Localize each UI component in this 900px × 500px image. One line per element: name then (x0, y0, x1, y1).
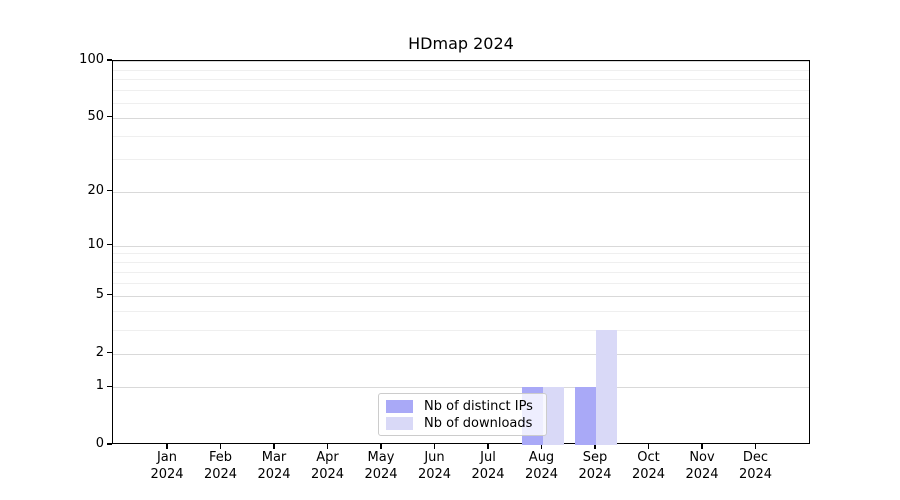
y-tick-label-2: 2 (95, 344, 104, 360)
x-tick-label-aug: Aug 2024 (524, 450, 559, 482)
legend: Nb of distinct IPs Nb of downloads (378, 393, 547, 436)
gridline-major-y5 (113, 295, 809, 297)
gridline-minor-y7 (113, 272, 809, 273)
x-tick-mark-may (380, 444, 382, 449)
x-tick-label-may: May 2024 (364, 450, 398, 482)
y-tick-label-5: 5 (95, 286, 104, 302)
x-tick-mark-nov (701, 444, 703, 449)
x-tick-mark-apr (326, 444, 329, 449)
x-tick-label-jun: Jun 2024 (417, 450, 452, 482)
gridline-major-y2 (113, 353, 809, 355)
gridline-minor-y3 (113, 329, 809, 331)
legend-swatch-downloads (386, 417, 413, 430)
y-tick-mark-2 (107, 352, 112, 354)
gridline-minor-y40 (113, 136, 809, 137)
gridline-minor-y60 (113, 103, 809, 104)
x-tick-mark-feb (219, 444, 222, 449)
y-tick-mark-100 (107, 59, 112, 61)
x-tick-mark-aug (540, 444, 543, 449)
x-tick-label-feb: Feb 2024 (203, 450, 238, 482)
x-tick-mark-sep (594, 444, 596, 449)
x-tick-label-sep: Sep 2024 (578, 450, 612, 482)
x-tick-mark-jan (166, 444, 168, 449)
x-tick-label-dec: Dec 2024 (738, 450, 773, 482)
chart-title: HDmap 2024 (408, 34, 514, 53)
legend-item-downloads: Nb of downloads (379, 415, 546, 432)
bar-downloads-sep (596, 329, 617, 445)
x-tick-mark-mar (273, 444, 275, 449)
y-tick-label-20: 20 (87, 182, 104, 198)
bar-distinct-ips-sep (575, 387, 596, 445)
x-tick-mark-dec (754, 444, 757, 449)
y-tick-mark-20 (107, 190, 112, 192)
x-tick-label-jul: Jul 2024 (471, 450, 505, 482)
y-tick-label-1: 1 (95, 378, 104, 394)
x-tick-label-oct: Oct 2024 (631, 450, 666, 482)
bar-downloads-aug (542, 387, 564, 445)
gridline-minor-y70 (113, 90, 809, 92)
x-tick-label-apr: Apr 2024 (310, 450, 345, 482)
gridline-major-y1 (113, 387, 809, 389)
plot-area (112, 60, 810, 445)
y-tick-label-100: 100 (79, 52, 104, 67)
gridline-major-y10 (113, 245, 809, 247)
gridline-minor-y8 (113, 262, 809, 264)
legend-item-distinct-ips: Nb of distinct IPs (379, 398, 546, 415)
x-tick-mark-jul (487, 444, 489, 449)
x-tick-mark-oct (647, 444, 650, 449)
gridline-minor-y80 (113, 79, 809, 81)
gridline-minor-y90 (113, 69, 809, 71)
x-tick-label-mar: Mar 2024 (257, 450, 291, 482)
x-tick-mark-jun (433, 444, 436, 449)
y-tick-label-50: 50 (87, 108, 104, 124)
gridline-minor-y6 (113, 283, 809, 285)
legend-label-downloads: Nb of downloads (424, 416, 533, 431)
y-tick-label-10: 10 (87, 236, 104, 252)
y-tick-label-0: 0 (95, 436, 104, 451)
y-tick-mark-50 (107, 116, 112, 118)
gridline-minor-y9 (113, 253, 809, 255)
gridline-major-y100 (113, 61, 809, 62)
gridline-major-y50 (113, 117, 809, 119)
legend-label-distinct-ips: Nb of distinct IPs (424, 399, 533, 414)
y-tick-mark-0 (107, 443, 112, 445)
y-tick-mark-5 (107, 294, 112, 296)
gridline-minor-y4 (113, 311, 809, 313)
gridline-minor-y30 (113, 159, 809, 161)
gridline-major-y20 (113, 191, 809, 193)
y-tick-mark-1 (107, 385, 112, 387)
y-tick-mark-10 (107, 243, 112, 246)
x-tick-label-jan: Jan 2024 (150, 450, 184, 482)
x-tick-label-nov: Nov 2024 (685, 450, 719, 482)
legend-swatch-distinct-ips (386, 400, 413, 413)
